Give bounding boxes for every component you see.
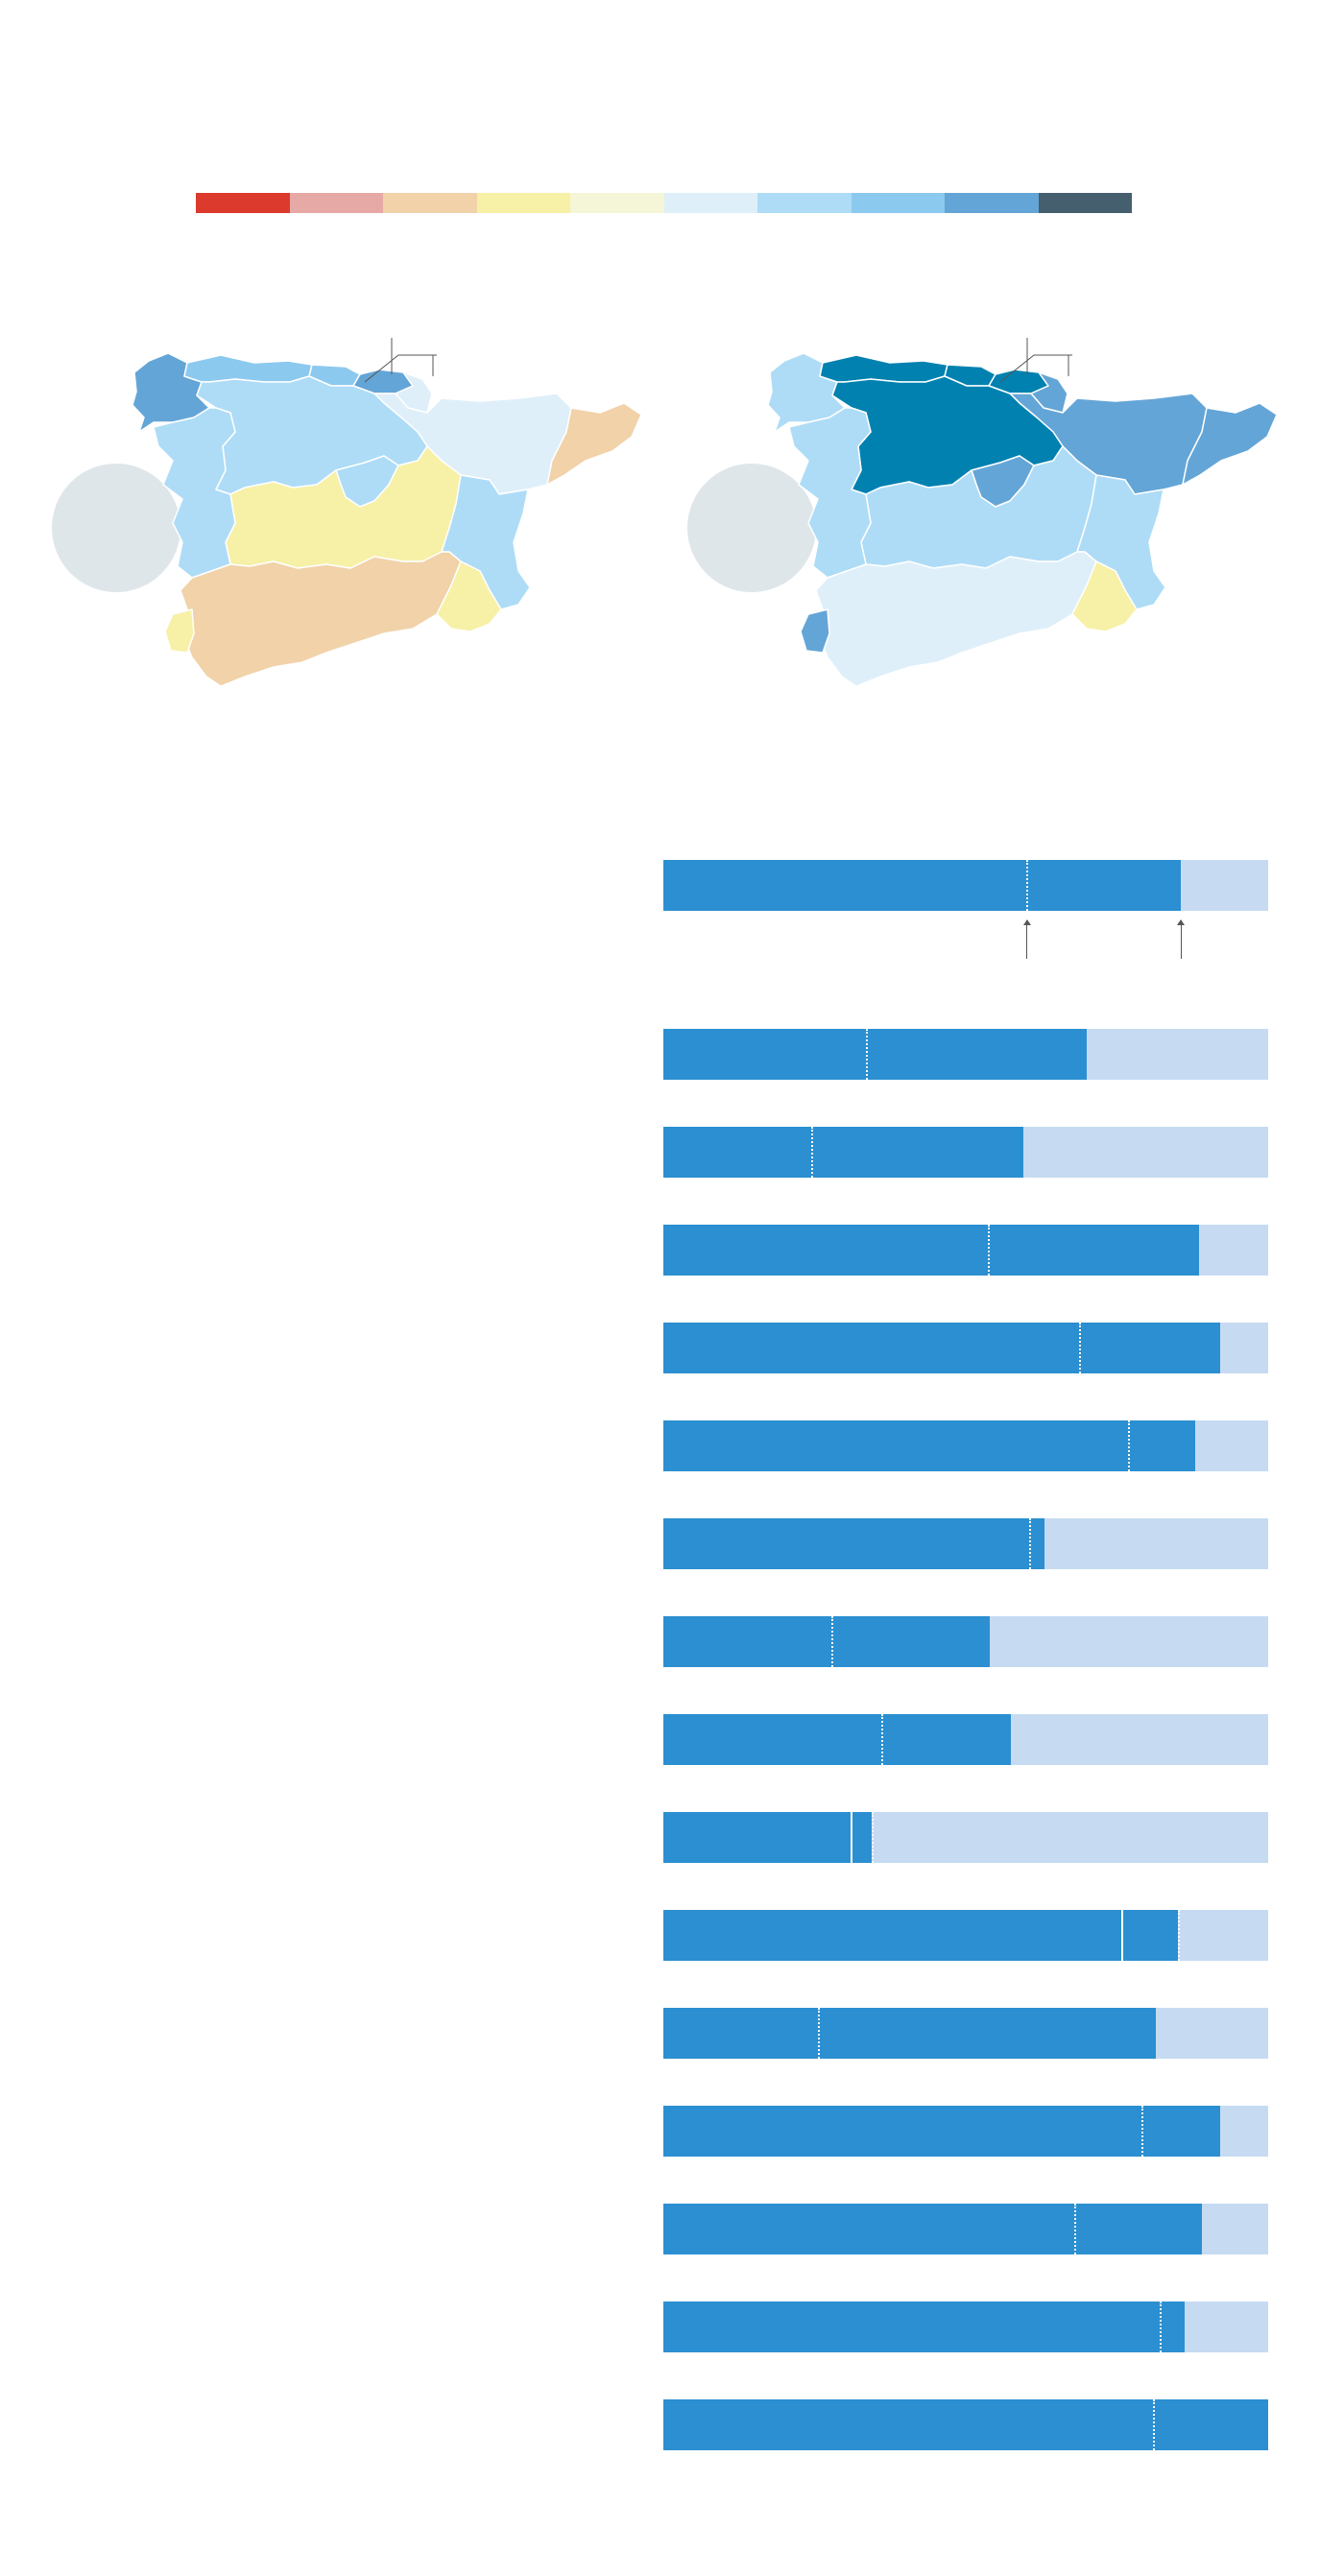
bar-fill	[663, 2106, 1220, 2157]
region-catalonia	[1182, 402, 1278, 486]
bar-fill	[663, 2008, 1157, 2059]
bar-2	[663, 1029, 1268, 1080]
region-murcia	[436, 561, 502, 632]
legend-swatch-3	[383, 193, 477, 213]
bar-reference-line	[1026, 860, 1028, 911]
bar-reference-line	[866, 1029, 869, 1080]
bar-15	[663, 2302, 1268, 2352]
bar-6	[663, 1420, 1268, 1471]
legend-swatch-8	[851, 193, 945, 213]
region-murcia	[1071, 561, 1138, 632]
legend-swatch-1	[196, 193, 290, 213]
bar-reference-line	[1159, 2302, 1162, 2352]
legend-swatch-7	[757, 193, 852, 213]
bar-fill	[663, 1714, 1012, 1765]
legend-swatch-9	[945, 193, 1039, 213]
bar-fill	[663, 1323, 1220, 1373]
bar-fill	[663, 2302, 1186, 2352]
bar-fill	[663, 1616, 991, 1667]
stacked-bar-chart	[663, 860, 1268, 2472]
bar-reference-line	[880, 1714, 883, 1765]
bar-fill	[663, 860, 1181, 911]
region-extremadura	[788, 407, 872, 579]
bar-fill	[663, 1812, 873, 1863]
bar-split-marker	[1120, 1910, 1123, 1961]
bar-reference-line	[872, 1812, 875, 1863]
bar-fill	[663, 1029, 1087, 1080]
bar-reference-line	[1140, 2106, 1143, 2157]
bar-13	[663, 2106, 1268, 2157]
bar-14	[663, 2204, 1268, 2254]
bar-fill	[663, 1127, 1023, 1178]
region-andalusia	[815, 551, 1097, 687]
canary-islands-inset	[52, 464, 180, 592]
bar-reference-line	[817, 2008, 820, 2059]
region-portugal-south	[164, 608, 195, 654]
bar-1	[663, 860, 1268, 911]
bar-3	[663, 1127, 1268, 1178]
legend-swatch-10	[1038, 193, 1132, 213]
legend-swatch-2	[289, 193, 383, 213]
color-scale-legend	[196, 193, 1132, 213]
region-catalonia	[546, 402, 642, 486]
bar-reference-line	[1029, 1518, 1032, 1569]
bar-reference-line	[1127, 1420, 1130, 1471]
map-svg-right	[687, 338, 1278, 687]
bar-reference-line	[811, 1127, 814, 1178]
callout-line	[364, 354, 437, 383]
bar-reference-line	[988, 1225, 991, 1276]
region-portugal-south	[800, 608, 830, 654]
region-asturias	[819, 354, 948, 383]
bar-fill	[663, 1518, 1044, 1569]
bar-8	[663, 1616, 1268, 1667]
legend-swatch-6	[663, 193, 757, 213]
map-svg-left	[52, 338, 642, 687]
region-extremadura	[153, 407, 236, 579]
bar-fill	[663, 1420, 1196, 1471]
bar-5	[663, 1323, 1268, 1373]
regional-map-right	[674, 326, 1288, 787]
bar-11	[663, 1910, 1268, 1961]
bar-split-marker	[851, 1812, 853, 1863]
region-asturias	[183, 354, 313, 383]
region-valencia	[1076, 474, 1166, 610]
bar-reference-line	[1153, 2399, 1156, 2450]
bar-fill	[663, 2204, 1202, 2254]
region-andalusia	[180, 551, 462, 687]
bar-9	[663, 1714, 1268, 1765]
bar-reference-line	[1177, 1910, 1180, 1961]
bar-10	[663, 1812, 1268, 1863]
bar-4	[663, 1225, 1268, 1276]
bar-16	[663, 2399, 1268, 2450]
legend-swatch-4	[476, 193, 570, 213]
annotation-arrow	[1177, 919, 1186, 959]
bar-reference-line	[1074, 2204, 1077, 2254]
bar-7	[663, 1518, 1268, 1569]
annotation-arrow	[1022, 919, 1031, 959]
bar-reference-line	[831, 1616, 834, 1667]
bar-fill	[663, 2399, 1268, 2450]
callout-line	[999, 354, 1072, 383]
regional-map-left	[38, 326, 653, 787]
bar-fill	[663, 1225, 1199, 1276]
legend-swatch-5	[570, 193, 664, 213]
region-valencia	[441, 474, 531, 610]
bar-reference-line	[1078, 1323, 1081, 1373]
bar-fill	[663, 1910, 1178, 1961]
canary-islands-inset	[687, 464, 816, 592]
bar-12	[663, 2008, 1268, 2059]
